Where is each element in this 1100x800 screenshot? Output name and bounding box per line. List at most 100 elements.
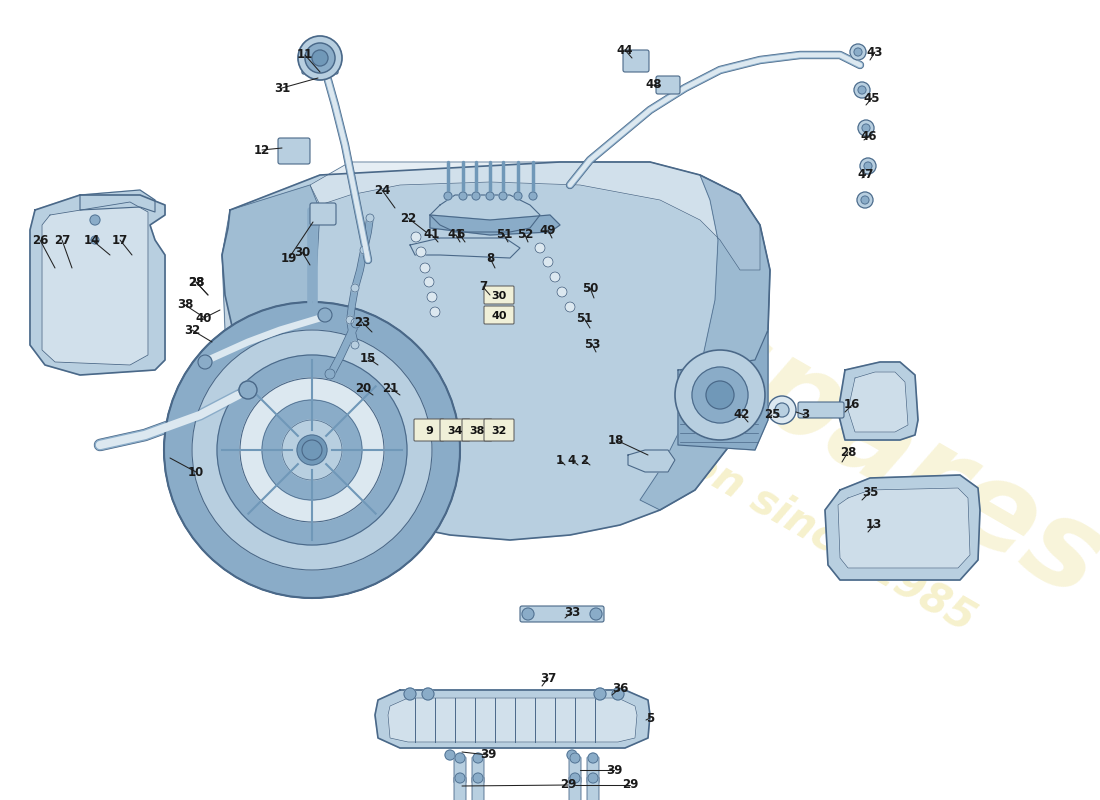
Text: 38: 38	[470, 426, 485, 436]
Circle shape	[366, 214, 374, 222]
Text: 6: 6	[455, 229, 464, 242]
Text: 21: 21	[382, 382, 398, 394]
Text: 8: 8	[486, 251, 494, 265]
Circle shape	[420, 263, 430, 273]
Circle shape	[416, 247, 426, 257]
Circle shape	[590, 608, 602, 620]
Text: 51: 51	[575, 311, 592, 325]
Circle shape	[351, 341, 359, 349]
Polygon shape	[825, 475, 980, 580]
Circle shape	[862, 124, 870, 132]
Circle shape	[90, 215, 100, 225]
Circle shape	[459, 192, 468, 200]
Polygon shape	[640, 175, 770, 510]
Circle shape	[192, 330, 432, 570]
Polygon shape	[838, 362, 918, 440]
Text: 5: 5	[646, 711, 654, 725]
Text: 32: 32	[492, 426, 507, 436]
Text: 43: 43	[867, 46, 883, 58]
Text: 39: 39	[606, 763, 623, 777]
Circle shape	[570, 773, 580, 783]
Circle shape	[430, 307, 440, 317]
Text: 52: 52	[517, 229, 534, 242]
Circle shape	[351, 318, 361, 328]
Polygon shape	[310, 162, 760, 270]
Circle shape	[91, 236, 99, 244]
Text: 35: 35	[861, 486, 878, 498]
Circle shape	[535, 243, 544, 253]
Circle shape	[543, 257, 553, 267]
FancyBboxPatch shape	[569, 757, 581, 783]
Polygon shape	[30, 195, 165, 375]
Text: 45: 45	[864, 91, 880, 105]
Circle shape	[297, 435, 327, 465]
Text: 28: 28	[188, 275, 205, 289]
FancyBboxPatch shape	[302, 50, 338, 74]
Text: 33: 33	[564, 606, 580, 618]
Circle shape	[427, 292, 437, 302]
Polygon shape	[628, 450, 675, 472]
Circle shape	[860, 158, 876, 174]
Text: 32: 32	[184, 323, 200, 337]
Circle shape	[455, 773, 465, 783]
Text: 9: 9	[425, 426, 433, 436]
Text: 40: 40	[492, 311, 507, 321]
FancyBboxPatch shape	[569, 777, 581, 800]
FancyBboxPatch shape	[462, 419, 492, 441]
FancyBboxPatch shape	[454, 757, 466, 783]
Polygon shape	[410, 238, 520, 258]
Circle shape	[472, 192, 480, 200]
Circle shape	[557, 287, 566, 297]
Text: 38: 38	[177, 298, 194, 311]
Circle shape	[324, 369, 336, 379]
FancyBboxPatch shape	[310, 203, 336, 225]
Circle shape	[444, 192, 452, 200]
Circle shape	[692, 367, 748, 423]
Polygon shape	[80, 190, 155, 212]
Text: 28: 28	[839, 446, 856, 458]
Circle shape	[404, 688, 416, 700]
Text: 39: 39	[480, 749, 496, 762]
Text: 17: 17	[112, 234, 128, 246]
FancyBboxPatch shape	[587, 777, 600, 800]
Circle shape	[305, 43, 336, 73]
Circle shape	[446, 750, 455, 760]
Text: 25: 25	[763, 409, 780, 422]
Text: 13: 13	[866, 518, 882, 531]
Circle shape	[566, 750, 578, 760]
Text: 16: 16	[844, 398, 860, 411]
Text: 42: 42	[734, 409, 750, 422]
FancyBboxPatch shape	[278, 138, 310, 164]
Circle shape	[854, 48, 862, 56]
Text: 29: 29	[621, 778, 638, 791]
Polygon shape	[838, 488, 970, 568]
FancyBboxPatch shape	[484, 286, 514, 304]
Polygon shape	[430, 215, 560, 235]
Circle shape	[550, 272, 560, 282]
Text: 47: 47	[858, 167, 874, 181]
Text: 20: 20	[355, 382, 371, 394]
Circle shape	[612, 688, 624, 700]
Text: 53: 53	[584, 338, 601, 350]
Circle shape	[570, 753, 580, 763]
Text: 29: 29	[560, 778, 576, 791]
Text: 11: 11	[297, 49, 313, 62]
FancyBboxPatch shape	[656, 76, 680, 94]
Polygon shape	[375, 690, 650, 748]
Text: 10: 10	[188, 466, 205, 478]
Text: a passion since 1985: a passion since 1985	[538, 359, 982, 641]
Polygon shape	[222, 162, 770, 540]
Circle shape	[282, 420, 342, 480]
Polygon shape	[42, 202, 148, 365]
Text: 7: 7	[478, 281, 487, 294]
Text: 14: 14	[84, 234, 100, 246]
Circle shape	[776, 403, 789, 417]
Circle shape	[262, 400, 362, 500]
Circle shape	[565, 302, 575, 312]
Text: 18: 18	[608, 434, 624, 446]
Text: 30: 30	[492, 291, 507, 301]
Polygon shape	[388, 698, 637, 742]
FancyBboxPatch shape	[440, 419, 470, 441]
Circle shape	[529, 192, 537, 200]
Circle shape	[424, 277, 434, 287]
